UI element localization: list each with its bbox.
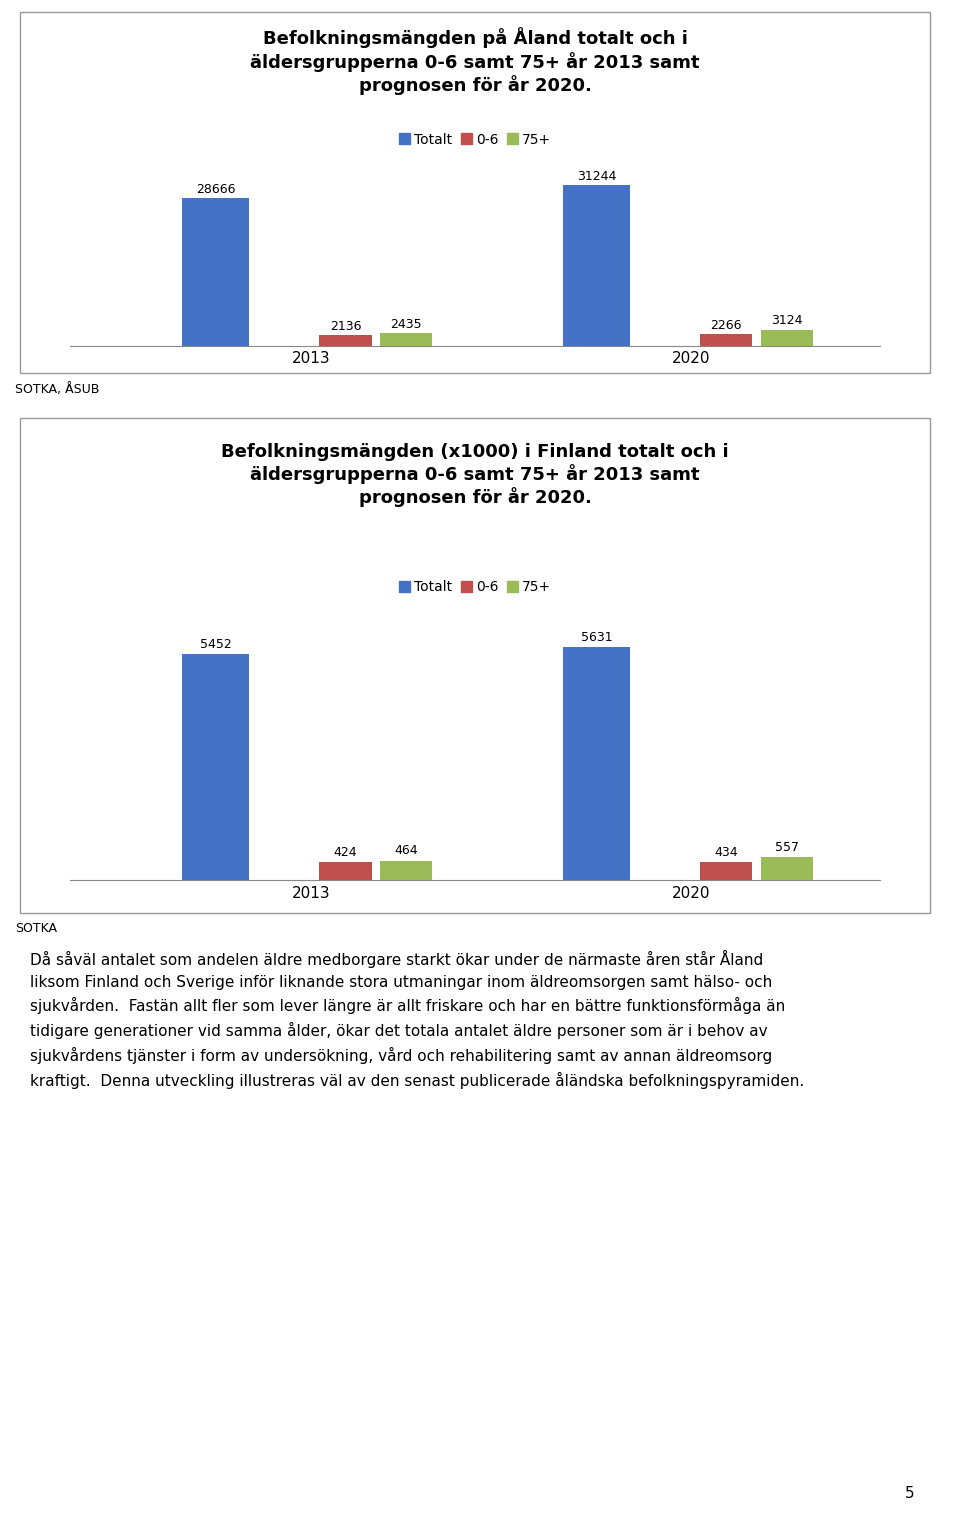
Bar bbox=[563, 647, 630, 880]
Bar bbox=[380, 334, 432, 346]
Text: 464: 464 bbox=[395, 844, 418, 857]
Bar bbox=[320, 335, 372, 346]
Text: 5: 5 bbox=[905, 1485, 915, 1500]
Text: Befolkningsmängden på Åland totalt och i
äldersgrupperna 0-6 samt 75+ år 2013 sa: Befolkningsmängden på Åland totalt och i… bbox=[251, 27, 700, 94]
Bar bbox=[700, 334, 752, 346]
Bar bbox=[182, 655, 250, 880]
Text: 434: 434 bbox=[714, 845, 738, 859]
Text: 31244: 31244 bbox=[577, 169, 616, 183]
Text: 5452: 5452 bbox=[200, 638, 231, 650]
Bar bbox=[182, 198, 250, 346]
Text: 2266: 2266 bbox=[710, 318, 742, 332]
Text: Då såväl antalet som andelen äldre medborgare starkt ökar under de närmaste åren: Då såväl antalet som andelen äldre medbo… bbox=[30, 950, 804, 1089]
Text: SOTKA, ÅSUB: SOTKA, ÅSUB bbox=[15, 382, 100, 396]
Bar bbox=[563, 184, 630, 346]
Text: SOTKA: SOTKA bbox=[15, 923, 57, 935]
Text: Befolkningsmängden (x1000) i Finland totalt och i
äldersgrupperna 0-6 samt 75+ å: Befolkningsmängden (x1000) i Finland tot… bbox=[221, 443, 729, 507]
Text: 557: 557 bbox=[775, 841, 799, 854]
Bar bbox=[380, 860, 432, 880]
Bar bbox=[760, 857, 813, 880]
Text: 28666: 28666 bbox=[196, 183, 235, 196]
Text: 424: 424 bbox=[334, 847, 357, 859]
Bar bbox=[760, 329, 813, 346]
Text: 5631: 5631 bbox=[581, 631, 612, 644]
Legend: Totalt, 0-6, 75+: Totalt, 0-6, 75+ bbox=[398, 133, 551, 146]
Bar bbox=[320, 862, 372, 880]
Legend: Totalt, 0-6, 75+: Totalt, 0-6, 75+ bbox=[398, 580, 551, 594]
Bar bbox=[700, 862, 752, 880]
Text: 2435: 2435 bbox=[391, 318, 422, 330]
Text: 2136: 2136 bbox=[329, 320, 361, 332]
Text: 3124: 3124 bbox=[771, 314, 803, 327]
